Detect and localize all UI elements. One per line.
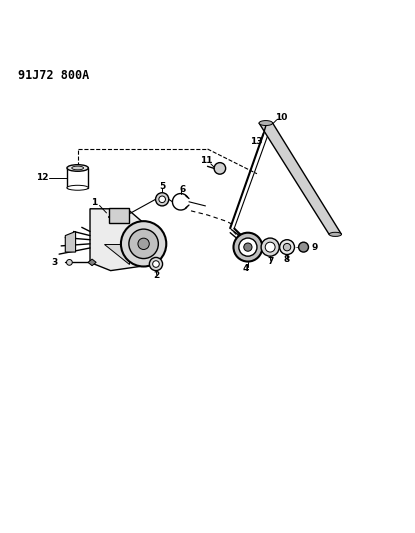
Text: 11: 11 (200, 157, 213, 165)
Text: 12: 12 (36, 173, 48, 182)
Ellipse shape (72, 166, 83, 170)
Circle shape (138, 238, 149, 249)
Text: 2: 2 (153, 271, 159, 280)
Text: 4: 4 (243, 264, 249, 273)
Text: 13: 13 (250, 137, 262, 146)
Text: 8: 8 (284, 255, 290, 264)
Polygon shape (259, 123, 342, 235)
Ellipse shape (67, 165, 88, 171)
Circle shape (121, 221, 166, 266)
Circle shape (129, 229, 159, 259)
Bar (109, 207, 129, 223)
Circle shape (280, 240, 295, 255)
Polygon shape (88, 259, 96, 265)
Circle shape (66, 260, 72, 265)
Circle shape (214, 163, 226, 174)
Circle shape (156, 193, 169, 206)
Circle shape (299, 242, 308, 252)
Ellipse shape (67, 185, 88, 190)
Circle shape (265, 242, 275, 252)
Ellipse shape (329, 232, 342, 237)
Circle shape (234, 233, 262, 262)
Text: 5: 5 (159, 182, 165, 191)
Polygon shape (105, 244, 129, 264)
Circle shape (153, 261, 159, 268)
Text: 91J72 800A: 91J72 800A (18, 69, 89, 83)
Circle shape (239, 238, 257, 256)
Text: 3: 3 (52, 258, 58, 267)
Polygon shape (65, 231, 76, 252)
Text: 9: 9 (312, 243, 318, 252)
Text: 6: 6 (180, 185, 186, 194)
Circle shape (244, 243, 252, 251)
Text: 10: 10 (275, 113, 287, 122)
Circle shape (149, 257, 163, 271)
Bar (67, 168, 88, 188)
Circle shape (283, 244, 291, 251)
Ellipse shape (259, 120, 273, 125)
Text: 7: 7 (267, 257, 273, 266)
Circle shape (159, 196, 166, 203)
Text: 1: 1 (91, 198, 97, 207)
Polygon shape (90, 209, 148, 271)
Circle shape (261, 238, 279, 256)
